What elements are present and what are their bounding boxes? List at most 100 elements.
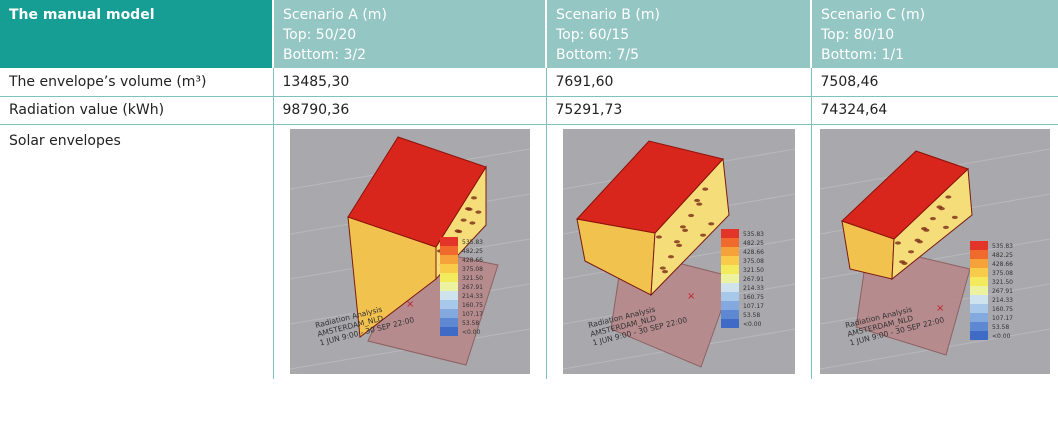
envelope-roof	[840, 149, 969, 240]
legend-swatch	[720, 309, 739, 319]
legend-swatch	[969, 240, 988, 250]
legend-value: 375.08	[462, 266, 483, 273]
legend-value: 53.58	[992, 324, 1009, 331]
radiation-speckle	[687, 213, 694, 217]
legend-swatch	[720, 273, 739, 283]
scenario-b-top: Top: 60/15	[556, 27, 630, 43]
scenario-b-title: Scenario B (m)	[556, 7, 660, 23]
radiation-speckle	[898, 259, 905, 263]
legend-swatch	[969, 330, 988, 340]
radiation-speckle	[464, 206, 471, 210]
radiation-scenario-b: 75291,73	[545, 96, 811, 125]
volume-scenario-a: 13485,30	[272, 68, 546, 97]
legend-swatch	[969, 303, 988, 313]
legend-value: 107.17	[462, 311, 483, 318]
site-marker-icon: ×	[687, 291, 695, 302]
radiation-speckle	[894, 240, 901, 245]
row-label-volume: The envelope’s volume (m³)	[0, 68, 273, 97]
volume-scenario-b: 7691,60	[545, 68, 811, 97]
legend-value: 267.91	[992, 288, 1013, 295]
header-manual-model: The manual model	[0, 0, 273, 68]
legend-swatch	[439, 236, 458, 246]
solar-envelope-render-a: × 535.83 482.25 428.66 375.08 321.50 267.91 214…	[289, 128, 530, 374]
legend-value: 160.75	[462, 302, 483, 309]
radiation-speckle	[659, 265, 666, 270]
radiation-speckle	[474, 209, 481, 214]
legend-value: 53.58	[743, 312, 760, 319]
legend-swatch	[439, 245, 458, 255]
scenario-b-bottom: Bottom: 7/5	[556, 47, 640, 63]
legend-value: 160.75	[743, 294, 764, 301]
radiation-speckle	[655, 234, 662, 239]
radiation-speckle	[945, 194, 952, 199]
radiation-speckle	[936, 204, 943, 209]
scenario-comparison-table: The manual model Scenario A (m) Top: 50/…	[0, 0, 1058, 379]
site-marker-icon: ×	[406, 299, 414, 310]
legend-swatch	[720, 246, 739, 256]
envelope-roof	[346, 135, 487, 248]
legend-swatch	[969, 321, 988, 331]
radiation-speckle	[707, 221, 714, 225]
legend-value: 321.50	[992, 279, 1013, 286]
scenario-a-top: Top: 50/20	[283, 27, 357, 43]
render-cell-a: × 535.83 482.25 428.66 375.08 321.50 267.91 214…	[272, 124, 546, 379]
legend-swatch	[969, 285, 988, 295]
row-label-radiation: Radiation value (kWh)	[0, 96, 273, 125]
legend-swatch	[720, 228, 739, 238]
legend-value: 535.83	[743, 231, 764, 238]
radiation-scenario-c: 74324,64	[810, 96, 1058, 125]
legend-value: 375.08	[992, 270, 1013, 277]
table-row: Solar envelopes × 535.83 482.25 428.66 375.0…	[0, 124, 1058, 379]
legend-swatch	[720, 237, 739, 247]
radiation-speckle	[699, 233, 706, 237]
radiation-speckle	[679, 224, 686, 228]
legend-value: 107.17	[992, 315, 1013, 322]
header-scenario-a: Scenario A (m) Top: 50/20 Bottom: 3/2	[272, 0, 546, 68]
legend-swatch	[439, 254, 458, 264]
radiation-speckle	[907, 249, 914, 253]
radiation-speckle	[701, 187, 708, 191]
scenario-c-top: Top: 80/10	[821, 27, 895, 43]
legend-value: 267.91	[743, 276, 764, 283]
legend-value: 482.25	[462, 248, 483, 255]
legend-swatch	[969, 267, 988, 277]
radiation-speckle	[951, 215, 958, 219]
legend-value: 214.33	[462, 293, 483, 300]
legend-swatch	[720, 282, 739, 292]
radiation-speckle	[693, 198, 700, 202]
header-row: The manual model Scenario A (m) Top: 50/…	[0, 0, 1058, 68]
legend-value: 535.83	[992, 243, 1013, 250]
radiation-speckle	[929, 216, 936, 220]
legend-value: 428.66	[462, 257, 483, 264]
radiation-speckle	[468, 220, 475, 225]
radiation-speckle	[920, 226, 927, 230]
legend-value: <0.00	[462, 329, 481, 336]
radiation-speckle	[673, 239, 680, 243]
legend-swatch	[720, 318, 739, 328]
legend-swatch	[969, 258, 988, 268]
legend-value: 535.83	[462, 239, 483, 246]
legend-swatch	[969, 249, 988, 259]
legend-swatch	[439, 281, 458, 291]
scenario-a-title: Scenario A (m)	[283, 7, 387, 23]
scenario-c-title: Scenario C (m)	[821, 7, 926, 23]
legend-value: 321.50	[743, 267, 764, 274]
legend-swatch	[439, 263, 458, 273]
legend-swatch	[720, 300, 739, 310]
legend-swatch	[720, 255, 739, 265]
legend-value: <0.00	[743, 321, 762, 328]
legend-value: 214.33	[992, 297, 1013, 304]
legend-swatch	[969, 294, 988, 304]
legend-swatch	[720, 264, 739, 274]
radiation-speckle	[681, 228, 688, 232]
legend-value: <0.00	[992, 333, 1011, 340]
legend-value: 321.50	[462, 275, 483, 282]
solar-envelope-render-b: × 535.83 482.25 428.66 375.08 321.50 267.91 214…	[562, 128, 795, 374]
render-cell-c: × 535.83 482.25 428.66 375.08 321.50 267.91 214…	[810, 124, 1058, 379]
legend-value: 428.66	[992, 261, 1013, 268]
legend-value: 214.33	[743, 285, 764, 292]
radiation-speckle	[454, 228, 461, 233]
table-row: The envelope’s volume (m³) 13485,30 7691…	[0, 68, 1058, 97]
radiation-speckle	[942, 225, 949, 229]
legend-swatch	[439, 299, 458, 309]
